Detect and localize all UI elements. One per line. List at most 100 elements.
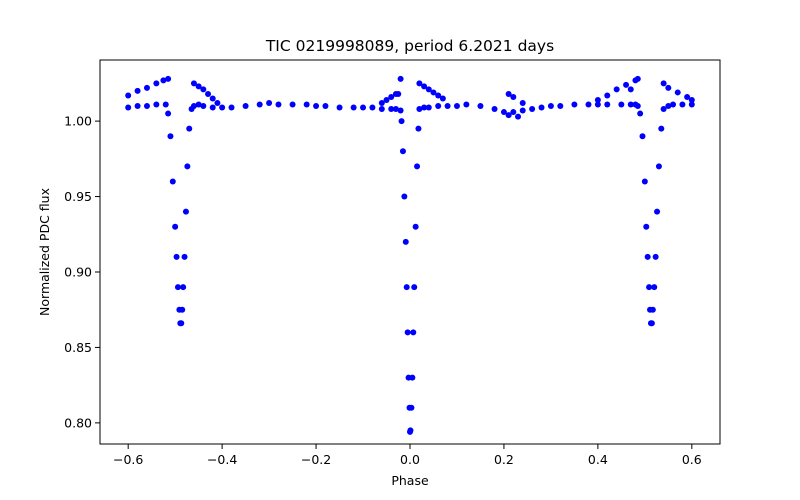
data-point <box>604 92 611 99</box>
data-point <box>425 104 432 111</box>
data-point <box>651 284 658 291</box>
data-point <box>174 284 181 291</box>
data-point <box>125 92 132 99</box>
y-tick-label: 0.95 <box>64 189 92 204</box>
data-point <box>242 103 249 110</box>
x-tick-label: 0.6 <box>682 452 702 467</box>
data-point <box>453 103 460 110</box>
data-point <box>654 208 661 215</box>
data-point <box>181 253 188 260</box>
data-point <box>648 320 655 327</box>
data-point <box>266 100 273 106</box>
data-point <box>322 103 329 110</box>
data-point <box>409 374 416 381</box>
data-point <box>162 101 169 108</box>
data-point <box>439 95 446 102</box>
data-point <box>641 178 648 185</box>
data-point <box>350 104 357 111</box>
data-point <box>660 80 667 87</box>
data-point <box>505 112 512 119</box>
data-point <box>336 104 343 111</box>
data-point <box>491 106 498 113</box>
data-point <box>463 101 470 108</box>
data-point <box>500 109 507 116</box>
data-point <box>644 253 651 260</box>
data-point <box>392 106 399 113</box>
data-point <box>228 104 235 111</box>
data-point <box>639 133 646 140</box>
data-point <box>412 223 419 230</box>
data-point <box>634 103 641 110</box>
x-axis-ticks: −0.6 −0.4 −0.2 0.0 0.2 0.4 0.6 <box>113 444 702 467</box>
x-tick-label: −0.4 <box>207 452 237 467</box>
data-point <box>519 100 526 106</box>
data-point <box>399 148 406 155</box>
data-point <box>360 104 367 111</box>
plot-frame <box>99 59 721 445</box>
data-point <box>402 238 409 245</box>
data-point <box>679 101 686 108</box>
x-tick-label: 0.2 <box>494 452 514 467</box>
data-point <box>421 104 428 111</box>
data-point <box>190 80 197 87</box>
data-point <box>179 306 186 313</box>
data-point <box>529 106 536 113</box>
data-point <box>397 107 404 114</box>
data-point <box>604 101 611 108</box>
data-point <box>688 101 695 108</box>
data-point <box>658 125 665 132</box>
chart-title: TIC 0219998089, period 6.2021 days <box>265 37 554 55</box>
data-point <box>165 75 172 82</box>
x-tick-label: −0.6 <box>113 452 143 467</box>
data-point <box>416 106 423 113</box>
data-point <box>205 90 212 97</box>
data-point <box>477 103 484 110</box>
data-point <box>410 329 417 336</box>
data-point <box>134 103 141 110</box>
data-point <box>275 101 282 108</box>
data-point <box>289 101 296 108</box>
data-point <box>388 106 395 113</box>
data-point <box>637 110 644 117</box>
data-point <box>219 104 226 111</box>
data-point <box>401 193 408 200</box>
data-point <box>510 93 517 100</box>
data-point <box>403 284 410 291</box>
y-axis-ticks: 0.80 0.85 0.90 0.95 1.00 <box>64 114 100 430</box>
x-tick-label: −0.2 <box>301 452 331 467</box>
data-point <box>313 103 320 110</box>
data-point <box>180 284 187 291</box>
data-point <box>627 86 634 93</box>
y-tick-label: 1.00 <box>64 114 92 129</box>
data-point <box>184 163 191 170</box>
data-point <box>143 84 150 91</box>
data-point <box>688 96 695 103</box>
data-point <box>594 96 601 103</box>
data-point <box>303 101 310 108</box>
data-point <box>538 104 545 111</box>
data-point <box>505 90 512 97</box>
data-point <box>670 101 677 108</box>
data-point <box>173 253 180 260</box>
data-point <box>646 284 653 291</box>
data-point <box>172 223 179 230</box>
data-point <box>388 93 395 100</box>
data-point <box>383 96 390 103</box>
data-point <box>510 109 517 116</box>
data-point <box>613 86 620 93</box>
data-point <box>378 106 385 113</box>
data-point <box>209 104 216 111</box>
data-point <box>209 95 216 102</box>
data-point <box>153 101 160 108</box>
data-point <box>557 103 564 110</box>
data-point <box>182 208 189 215</box>
data-point <box>643 223 650 230</box>
data-point <box>435 92 442 99</box>
data-point <box>627 101 634 108</box>
data-point <box>547 103 554 110</box>
y-axis-label: Normalized PDC flux <box>37 188 52 316</box>
data-point <box>407 427 414 434</box>
data-point <box>415 125 422 132</box>
data-point <box>665 84 672 91</box>
